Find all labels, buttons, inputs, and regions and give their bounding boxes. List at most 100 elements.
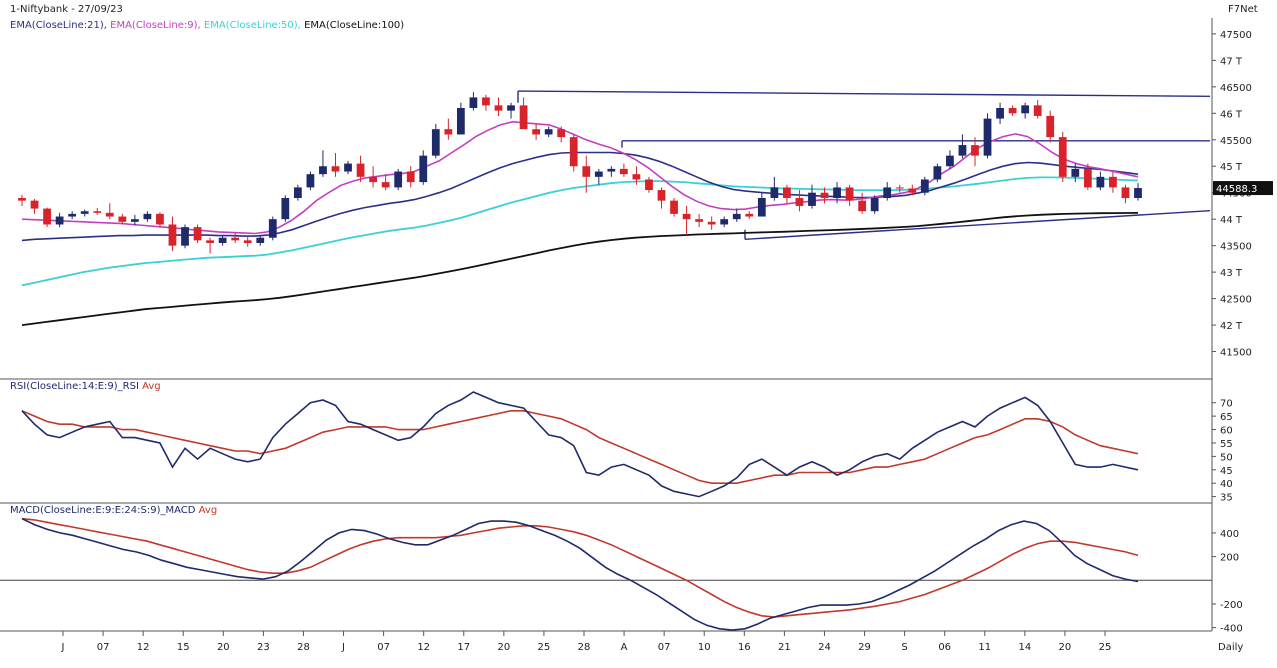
x-tick-label: 24 — [818, 642, 831, 653]
candle-body — [820, 192, 829, 198]
candle-body — [80, 211, 89, 214]
candle-body — [1021, 105, 1030, 114]
x-tick-label: 12 — [137, 642, 150, 653]
candle-body — [68, 213, 77, 217]
candle-body — [1058, 137, 1067, 177]
candle-body — [795, 198, 804, 206]
candle-body — [206, 240, 214, 243]
candle-body — [983, 118, 992, 156]
candle-body — [594, 171, 603, 177]
x-tick-label: 20 — [497, 642, 510, 653]
candle-body — [507, 105, 515, 111]
price-tick-label: 42500 — [1220, 295, 1252, 306]
price-tick-label: 44 T — [1220, 215, 1243, 226]
x-tick-label: 07 — [658, 642, 671, 653]
candle-body — [306, 174, 315, 188]
candle-body — [1033, 105, 1042, 116]
candle-body — [557, 129, 566, 138]
candle-body — [419, 155, 428, 183]
x-tick-label: J — [341, 642, 345, 653]
candle-body — [833, 187, 841, 198]
rsi-avg-line — [21, 409, 1139, 485]
x-tick-label: J — [61, 642, 65, 653]
price-tick-label: 42 T — [1220, 321, 1243, 332]
x-tick-label: 29 — [858, 642, 871, 653]
candle-body — [43, 208, 51, 225]
candle-body — [745, 213, 754, 217]
candle-body — [281, 198, 290, 220]
price-tick-label: 47500 — [1220, 30, 1252, 41]
candle-body — [93, 211, 102, 213]
candle-body — [482, 97, 490, 106]
rsi-tick-label: 45 — [1220, 466, 1233, 477]
price-tick-label: 46500 — [1220, 83, 1252, 94]
candle-body — [331, 166, 340, 172]
x-tick-label: 17 — [457, 642, 470, 653]
macd-tick-label: 400 — [1220, 529, 1239, 540]
candle-body — [130, 219, 139, 222]
candle-body — [469, 97, 478, 108]
ema-legend: EMA(CloseLine:21), EMA(CloseLine:9), EMA… — [10, 20, 404, 31]
candle-body — [971, 145, 979, 156]
candle-body — [30, 200, 39, 209]
rsi-tick-label: 55 — [1220, 439, 1233, 450]
candle-body — [1109, 176, 1117, 188]
candle-body — [218, 237, 227, 243]
candle-body — [1008, 108, 1017, 114]
candle-body — [707, 221, 716, 225]
x-tick-label: 16 — [738, 642, 751, 653]
candle-body — [908, 188, 917, 193]
x-tick-label: A — [621, 642, 628, 653]
candle-body — [1083, 168, 1092, 188]
macd-avg-line — [21, 517, 1139, 618]
candle-body — [143, 213, 152, 220]
x-tick-label: 11 — [978, 642, 991, 653]
candle-body — [293, 187, 302, 198]
last-price-label: 44588.3 — [1216, 184, 1257, 195]
x-tick-label: 28 — [297, 642, 310, 653]
candle-body — [344, 163, 352, 172]
candle-body — [431, 129, 440, 156]
rsi-label: RSI(CloseLine:14:E:9)_RSI — [10, 381, 139, 392]
candle-body — [544, 129, 553, 135]
rsi-line — [21, 391, 1139, 498]
candle-body — [770, 187, 779, 198]
x-tick-label: 20 — [217, 642, 230, 653]
rsi-tick-label: 50 — [1220, 452, 1233, 463]
ema21-line — [21, 151, 1139, 242]
rsi-tick-label: 70 — [1220, 399, 1233, 410]
candle-body — [243, 240, 252, 243]
rsi-legend: RSI(CloseLine:14:E:9)_RSI Avg — [10, 381, 161, 392]
candle-body — [695, 219, 704, 222]
macd-tick-label: -200 — [1220, 600, 1243, 611]
macd-legend: MACD(CloseLine:E:9:E:24:S:9)_MACD Avg — [10, 505, 217, 516]
candle-body — [231, 237, 240, 241]
legend-ema9: EMA(CloseLine:9), — [110, 20, 201, 31]
candle-body — [168, 224, 177, 246]
x-tick-label: 15 — [177, 642, 190, 653]
x-tick-label: 21 — [778, 642, 791, 653]
rsi-avg-label: Avg — [142, 381, 161, 392]
candle-body — [933, 166, 942, 180]
source-label: F7Net — [1228, 4, 1258, 15]
x-tick-label: 07 — [377, 642, 390, 653]
price-tick-label: 41500 — [1220, 348, 1252, 359]
candle-body — [620, 168, 628, 175]
ema100-line — [21, 212, 1139, 326]
ema9-line — [21, 120, 1139, 235]
candle-body — [18, 198, 26, 201]
x-tick-label: S — [901, 642, 907, 653]
candle-body — [118, 216, 127, 222]
candle-body — [394, 171, 403, 188]
period-label: Daily — [1218, 642, 1243, 653]
candle-body — [1046, 115, 1055, 138]
candle-body — [883, 187, 892, 198]
candle-body — [732, 213, 741, 220]
candle-body — [1121, 187, 1130, 198]
rsi-tick-label: 40 — [1220, 479, 1233, 490]
x-tick-label: 20 — [1059, 642, 1072, 653]
macd-tick-label: -400 — [1220, 624, 1243, 635]
legend-ema100: EMA(CloseLine:100) — [304, 20, 405, 31]
x-tick-label: 10 — [698, 642, 711, 653]
